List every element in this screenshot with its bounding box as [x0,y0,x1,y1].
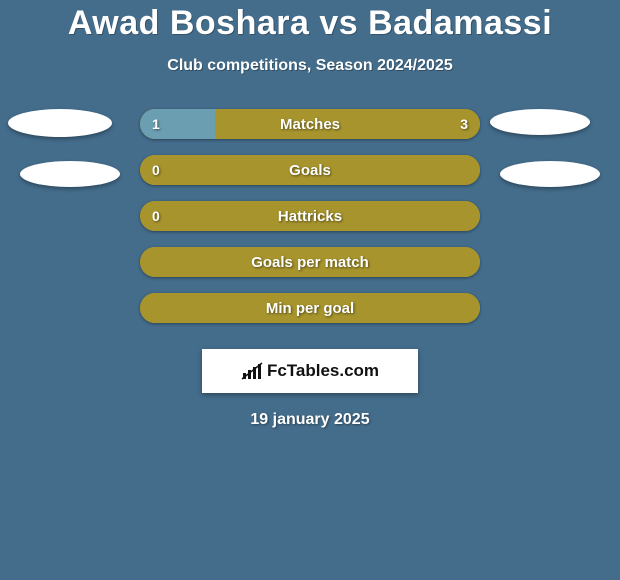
logo-box: FcTables.com [202,349,418,393]
stat-value-left: 1 [152,116,160,132]
stat-row-matches: 1 Matches 3 [140,109,480,139]
stat-row-min-per-goal: Min per goal [140,293,480,323]
stat-value-left: 0 [152,208,160,224]
player-ellipse-right-2 [500,161,600,187]
stat-bar-right [215,109,480,139]
stat-row-hattricks: 0 Hattricks [140,201,480,231]
logo-label: FcTables.com [267,361,379,381]
player-ellipse-left-2 [20,161,120,187]
player-ellipse-right-1 [490,109,590,135]
bars-icon [241,362,263,380]
page-title: Awad Boshara vs Badamassi [0,4,620,43]
stat-bar-right [140,293,480,323]
stat-bar-right [140,247,480,277]
stat-value-left: 0 [152,162,160,178]
infographic-root: Awad Boshara vs Badamassi Club competiti… [0,0,620,580]
stat-bar-right [140,201,480,231]
stat-value-right: 3 [460,116,468,132]
stat-row-goals-per-match: Goals per match [140,247,480,277]
player-ellipse-left-1 [8,109,112,137]
date-line: 19 january 2025 [0,411,620,429]
stat-bar-right [140,155,480,185]
stat-row-goals: 0 Goals [140,155,480,185]
logo-text: FcTables.com [241,361,379,381]
page-subtitle: Club competitions, Season 2024/2025 [0,57,620,75]
stats-area: 1 Matches 3 0 Goals 0 Hattricks Goals pe… [0,109,620,331]
